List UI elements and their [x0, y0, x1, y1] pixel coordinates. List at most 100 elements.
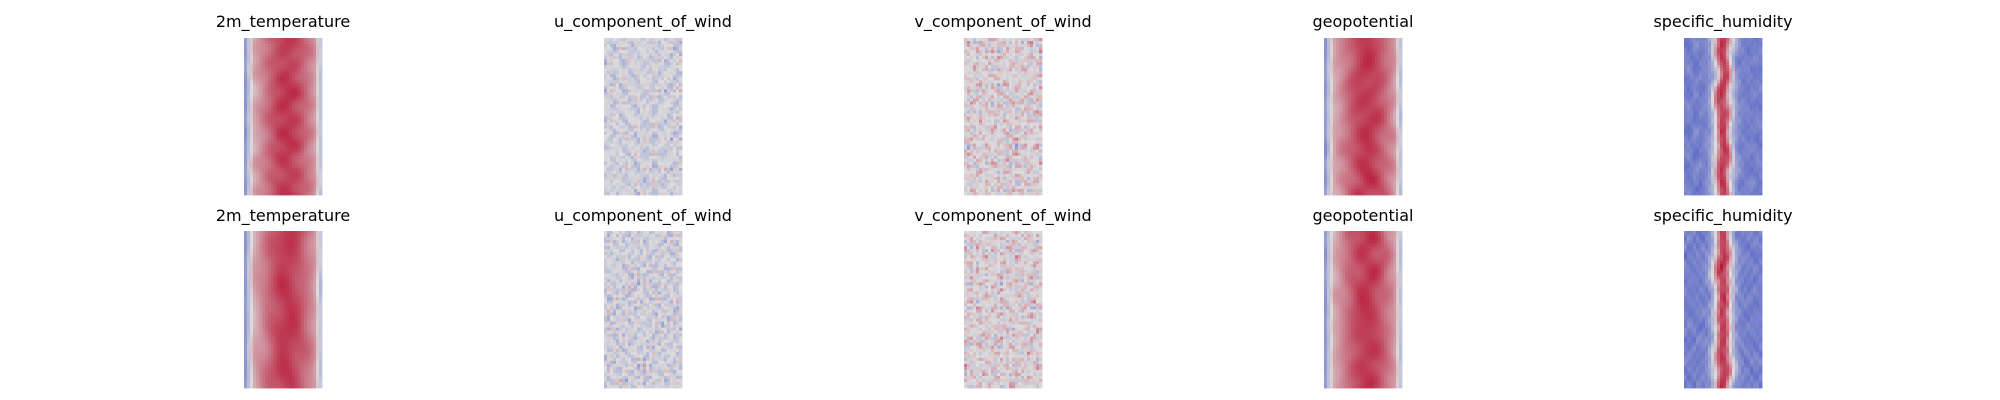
heatmap-cell — [604, 185, 608, 190]
heatmap-cell — [676, 110, 680, 114]
heatmap-cell — [646, 68, 650, 72]
heatmap-cell — [997, 98, 1001, 102]
heatmap-cell — [1009, 86, 1013, 90]
heatmap-cell — [661, 143, 665, 148]
heatmap-cell — [1393, 137, 1397, 142]
heatmap-cell — [655, 170, 659, 175]
heatmap-cell — [631, 116, 635, 120]
heatmap-cell — [631, 92, 635, 96]
heatmap-cell — [994, 119, 998, 123]
heatmap-cell — [610, 59, 614, 63]
heatmap-cell — [1027, 161, 1031, 166]
heatmap-cell — [280, 179, 284, 184]
heatmap-cell — [964, 146, 968, 151]
heatmap-cell — [304, 128, 308, 132]
heatmap-cell — [661, 128, 665, 132]
heatmap-cell — [994, 77, 998, 81]
heatmap-cell — [994, 149, 998, 154]
heatmap-cell — [1381, 113, 1385, 117]
heatmap-cell — [661, 83, 665, 87]
heatmap-cell — [628, 122, 632, 126]
heatmap-cell — [1027, 173, 1031, 178]
heatmap-cell — [316, 191, 320, 196]
heatmap-cell — [1024, 185, 1028, 190]
heatmap-cell — [277, 65, 281, 69]
heatmap-cell — [1012, 113, 1016, 117]
heatmap-cell — [616, 47, 620, 51]
heatmap-cell — [292, 104, 296, 108]
heatmap-cell — [1021, 83, 1025, 87]
heatmap-cell — [1324, 71, 1328, 75]
heatmap-cell — [667, 50, 671, 54]
heatmap-cell — [268, 155, 272, 160]
heatmap-cell — [616, 179, 620, 184]
heatmap-cell — [676, 44, 680, 48]
heatmap-cell — [964, 107, 968, 111]
heatmap-cell — [244, 140, 248, 145]
heatmap-cell — [649, 149, 653, 154]
heatmap-cell — [616, 83, 620, 87]
heatmap-cell — [307, 116, 311, 120]
heatmap-cell — [298, 53, 302, 57]
heatmap-cell — [1372, 137, 1376, 142]
heatmap-cell — [319, 167, 323, 172]
heatmap-cell — [625, 74, 629, 78]
heatmap-cell — [988, 62, 992, 66]
heatmap-cell — [622, 128, 626, 132]
heatmap-cell — [973, 149, 977, 154]
heatmap-cell — [1369, 134, 1373, 139]
heatmap-cell — [967, 122, 971, 126]
heatmap-cell — [1390, 110, 1394, 114]
heatmap-cell — [622, 65, 626, 69]
heatmap-cell — [1024, 83, 1028, 87]
heatmap-cell — [1372, 116, 1376, 120]
heatmap-cell — [616, 185, 620, 190]
heatmap-cell — [610, 50, 614, 54]
heatmap-cell — [640, 86, 644, 90]
heatmap-cell — [985, 179, 989, 184]
heatmap-cell — [1024, 113, 1028, 117]
heatmap-cell — [625, 146, 629, 151]
heatmap-cell — [631, 50, 635, 54]
heatmap-cell — [1036, 161, 1040, 166]
heatmap-cell — [976, 122, 980, 126]
heatmap-cell — [664, 68, 668, 72]
heatmap-cell — [1351, 38, 1355, 42]
heatmap-cell — [610, 65, 614, 69]
heatmap-cell — [625, 140, 629, 145]
heatmap-cell — [976, 161, 980, 166]
heatmap-cell — [1036, 179, 1040, 184]
heatmap-cell — [1369, 116, 1373, 120]
heatmap-cell — [262, 161, 266, 166]
heatmap-cell — [268, 98, 272, 102]
heatmap-cell — [301, 182, 305, 187]
heatmap-cell — [1030, 182, 1034, 187]
heatmap-cell — [625, 86, 629, 90]
heatmap-cell — [1348, 47, 1352, 51]
heatmap-cell — [271, 134, 275, 139]
heatmap-cell — [649, 107, 653, 111]
heatmap-cell — [613, 50, 617, 54]
heatmap-cell — [307, 38, 311, 42]
heatmap-cell — [619, 161, 623, 166]
heatmap-cell — [1336, 125, 1340, 129]
heatmap-cell — [250, 125, 254, 129]
heatmap-cell — [646, 95, 650, 99]
heatmap-cell — [652, 125, 656, 129]
heatmap-cell — [283, 179, 287, 184]
heatmap-cell — [661, 104, 665, 108]
heatmap-cell — [1033, 167, 1037, 172]
heatmap-cell — [640, 68, 644, 72]
heatmap-cell — [997, 41, 1001, 45]
heatmap-cell — [1000, 98, 1004, 102]
heatmap-cell — [295, 116, 299, 120]
heatmap-cell — [625, 104, 629, 108]
heatmap-cell — [1024, 71, 1028, 75]
heatmap-cell — [643, 98, 647, 102]
heatmap-cell — [1366, 80, 1370, 84]
heatmap-cell — [319, 158, 323, 163]
heatmap-cell — [1006, 98, 1010, 102]
heatmap-cell — [655, 128, 659, 132]
heatmap-cell — [1006, 95, 1010, 99]
heatmap-cell — [1345, 143, 1349, 148]
